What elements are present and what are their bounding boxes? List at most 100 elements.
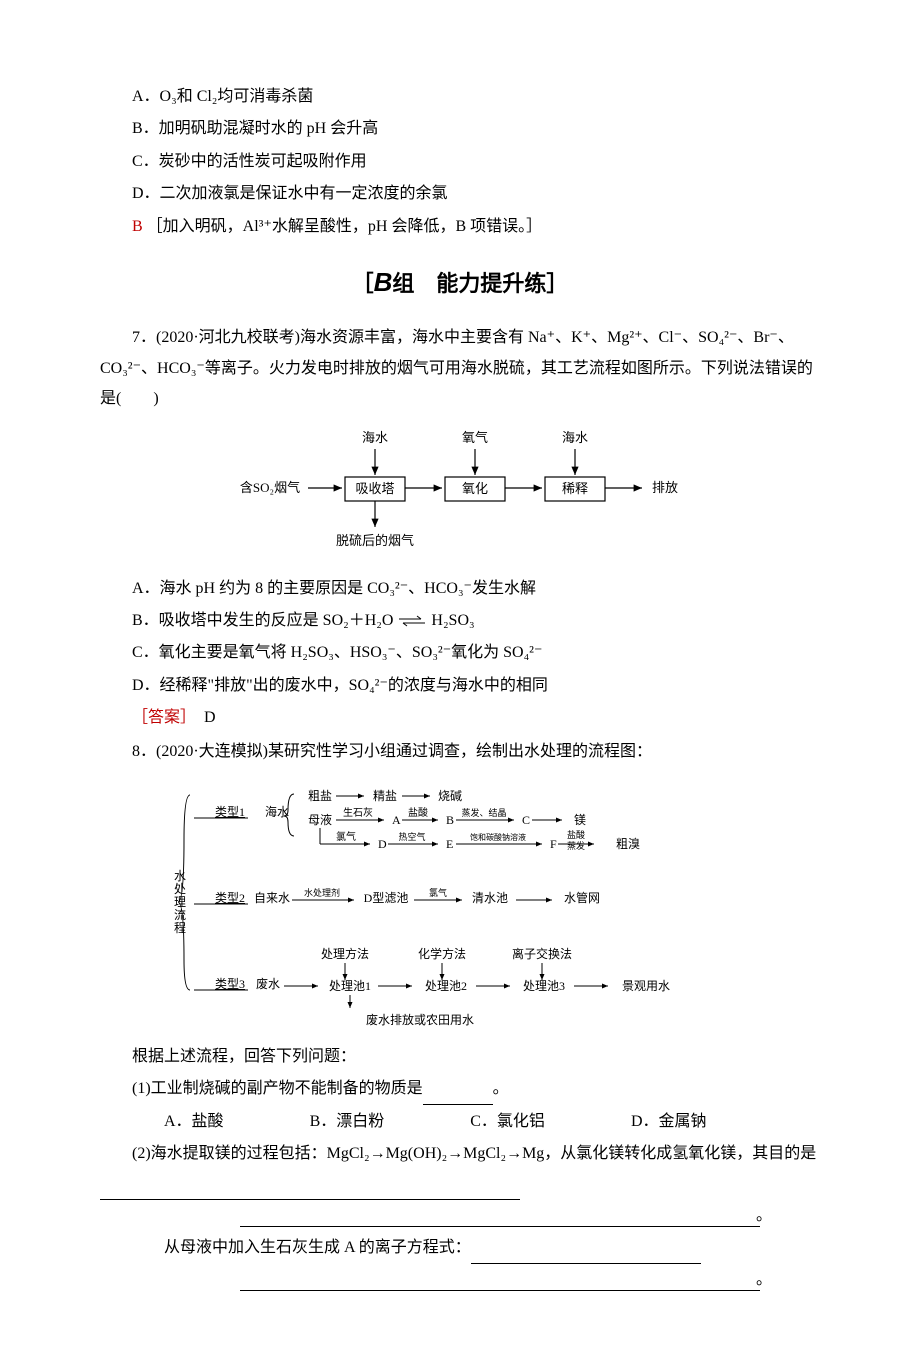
q7-stem: 7．(2020·河北九校联考)海水资源丰富，海水中主要含有 Na⁺、K⁺、Mg²… [100,323,820,414]
blank [240,1202,760,1228]
svg-text:热空气: 热空气 [398,831,425,842]
q6-option-a: A．O₃和 Cl₂均可消毒杀菌 [100,82,820,112]
equilibrium-icon [397,614,427,628]
q7-option-d: D．经稀释"排放"出的废水中，SO₄²⁻的浓度与海水中的相同 [100,671,820,701]
svg-text:离子交换法: 离子交换法 [512,946,572,961]
svg-text:化学方法: 化学方法 [418,946,466,961]
q7-output: 排放 [652,480,678,495]
svg-text:处: 处 [174,882,186,896]
svg-text:蒸发、结晶: 蒸发、结晶 [461,807,506,818]
svg-text:景观用水: 景观用水 [622,979,670,993]
svg-text:F: F [550,837,557,851]
q8-sub2-text: (2)海水提取镁的过程包括：MgCl₂→Mg(OH)₂→MgCl₂→Mg，从氯化… [132,1145,816,1162]
svg-text:处理方法: 处理方法 [321,946,369,961]
blank [423,1085,493,1104]
svg-text:自来水: 自来水 [254,891,290,905]
svg-text:C: C [522,813,530,827]
svg-text:D型滤池: D型滤池 [364,891,409,905]
q8-sub1: (1)工业制烧碱的副产物不能制备的物质是 。 [100,1074,820,1104]
q8-sub3: 从母液中加入生石灰生成 A 的离子方程式： [100,1233,820,1263]
svg-text:粗盐: 粗盐 [308,789,332,803]
q8-sub2-blank2: 。 [100,1202,820,1228]
q8-sub1-period: 。 [493,1080,509,1097]
blank [240,1266,760,1292]
q7-seawater2: 海水 [562,430,588,445]
q7-box2: 氧化 [462,481,488,496]
q7-box1: 吸收塔 [355,481,394,496]
q7-optb-pre: B．吸收塔中发生的反应是 SO₂＋H₂O [132,612,393,629]
q7-answer-letter: D [188,709,216,726]
svg-text:处理池2: 处理池2 [425,979,467,993]
q8-footer: 根据上述流程，回答下列问题： [100,1042,820,1072]
svg-text:水: 水 [174,869,186,883]
q7-box3: 稀释 [562,481,588,496]
svg-text:盐酸: 盐酸 [567,829,585,840]
section-b: B [374,267,393,297]
q8-sub1-text: (1)工业制烧碱的副产物不能制备的物质是 [132,1080,423,1097]
q8-sub1-c: C．氯化铝 [438,1107,545,1137]
q6-answer-letter: B [132,218,143,235]
q6-answer-text: ［加入明矾，Al³⁺水解呈酸性，pH 会降低，B 项错误。］ [143,218,542,235]
q6-answer: B ［加入明矾，Al³⁺水解呈酸性，pH 会降低，B 项错误。］ [100,212,820,242]
svg-text:类型3: 类型3 [215,977,245,991]
svg-text:处理池3: 处理池3 [523,979,565,993]
svg-text:类型2: 类型2 [215,891,245,905]
q7-optb-post: H₂SO₃ [431,612,474,629]
svg-text:B: B [446,813,454,827]
q8-sub1-options: A．盐酸 B．漂白粉 C．氯化铝 D．金属钠 [100,1107,820,1137]
svg-text:水管网: 水管网 [564,890,600,905]
q8-sub2: (2)海水提取镁的过程包括：MgCl₂→Mg(OH)₂→MgCl₂→Mg，从氯化… [100,1139,820,1200]
svg-text:A: A [392,813,401,827]
svg-text:清水池: 清水池 [472,891,508,905]
bracket-right: ］ [546,271,568,296]
section-title: 能力提升练 [414,271,546,296]
svg-text:D: D [378,837,387,851]
section-group: 组 [392,271,414,296]
svg-text:废水: 废水 [256,976,280,991]
section-header: ［B组 能力提升练］ [100,258,820,307]
q6-option-d: D．二次加液氯是保证水中有一定浓度的余氯 [100,179,820,209]
q7-option-b: B．吸收塔中发生的反应是 SO₂＋H₂O H₂SO₃ [100,606,820,636]
q7-answer-label: ［答案］ [132,709,188,726]
q8-sub2-period: 。 [756,1201,772,1231]
svg-text:盐酸: 盐酸 [408,806,428,819]
q8-sub1-b: B．漂白粉 [278,1107,385,1137]
svg-text:氯气: 氯气 [429,887,447,898]
q7-option-a: A．海水 pH 约为 8 的主要原因是 CO₃²⁻、HCO₃⁻发生水解 [100,574,820,604]
svg-text:流: 流 [174,908,186,922]
svg-text:生石灰: 生石灰 [343,806,373,819]
q8-sub3-text: 从母液中加入生石灰生成 A 的离子方程式： [164,1239,471,1256]
q8-sub1-d: D．金属钠 [599,1107,707,1137]
svg-text:蒸发: 蒸发 [567,840,585,851]
svg-text:理: 理 [174,895,186,909]
q7-bottom: 脱硫后的烟气 [336,533,414,548]
q8-sub3-blank2: 。 [100,1266,820,1292]
q6-option-b: B．加明矾助混凝时水的 pH 会升高 [100,114,820,144]
svg-text:烧碱: 烧碱 [438,789,462,803]
svg-text:饱和碳酸钠溶液: 饱和碳酸钠溶液 [470,832,526,842]
svg-text:E: E [446,837,453,851]
q7-diagram: 海水 氧气 海水 含SO₂烟气 吸收塔 氧化 稀释 排放 脱硫后的烟气 [100,427,820,562]
q8-diagram: 水 处 理 流 程 类型1 海水 粗盐 精盐 烧碱 母液 生石灰 A 盐酸 B … [100,780,820,1030]
svg-text:精盐: 精盐 [373,789,397,803]
svg-text:水处理剂: 水处理剂 [304,887,340,898]
svg-text:粗溴: 粗溴 [616,837,640,851]
svg-text:镁: 镁 [574,813,586,827]
q8-sub3-period: 。 [756,1265,772,1295]
blank [100,1181,520,1200]
q7-seawater1: 海水 [362,430,388,445]
q8-sub1-a: A．盐酸 [132,1107,224,1137]
svg-text:氯气: 氯气 [336,830,356,843]
q8-stem: 8．(2020·大连模拟)某研究性学习小组通过调查，绘制出水处理的流程图： [100,737,820,767]
q7-input: 含SO₂烟气 [240,480,300,495]
svg-text:母液: 母液 [308,812,332,827]
bracket-left: ［ [352,271,374,296]
svg-text:处理池1: 处理池1 [329,979,371,993]
svg-text:程: 程 [174,920,186,935]
svg-text:类型1: 类型1 [215,805,245,819]
svg-text:废水排放或农田用水: 废水排放或农田用水 [366,1012,474,1027]
q7-answer: ［答案］ D [100,703,820,733]
q7-oxygen: 氧气 [462,430,488,445]
q7-option-c: C．氧化主要是氧气将 H₂SO₃、HSO₃⁻、SO₃²⁻氧化为 SO₄²⁻ [100,638,820,668]
blank [471,1245,701,1264]
